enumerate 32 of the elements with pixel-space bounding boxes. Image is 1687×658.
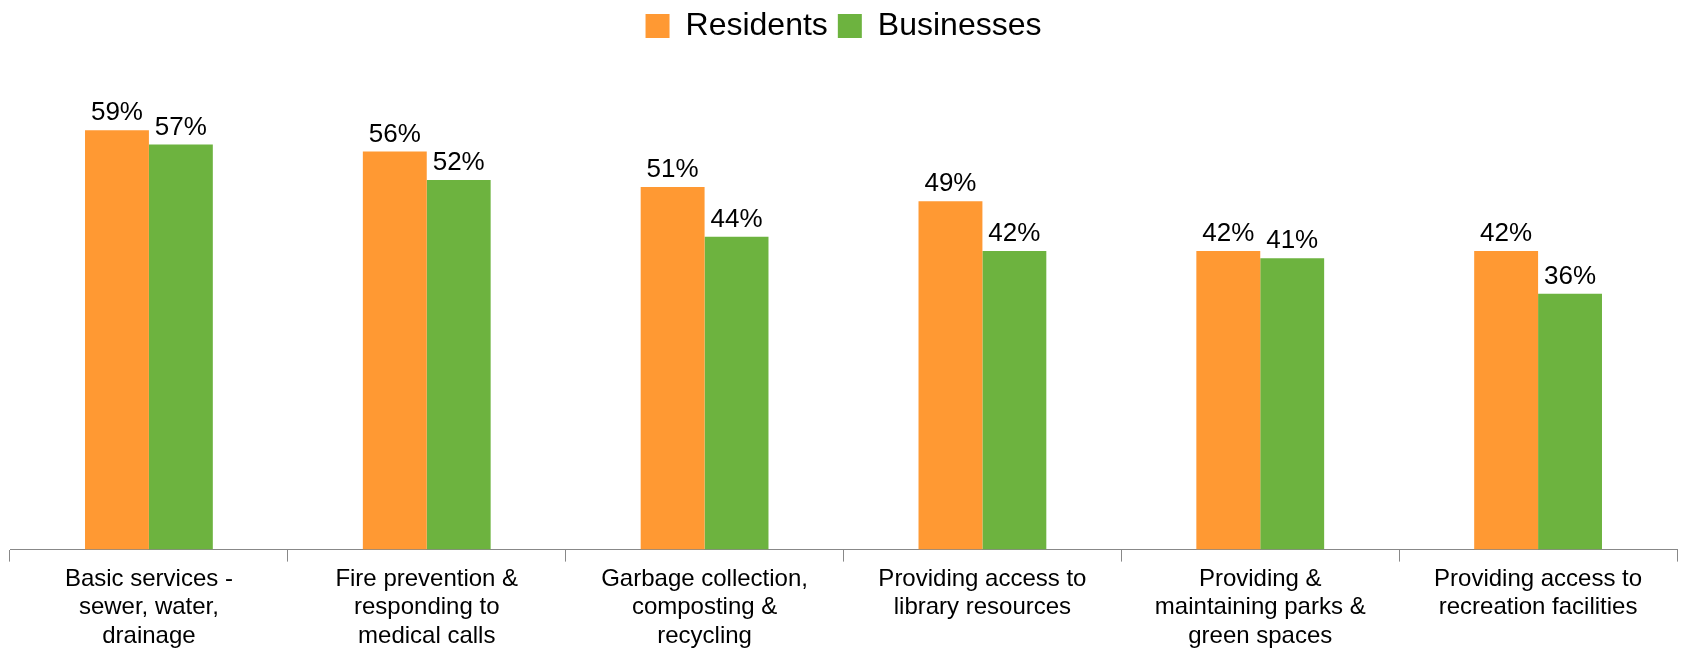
bar [982, 251, 1047, 550]
bar [1538, 293, 1602, 550]
x-tick-label: Providing & maintaining parks & green spaces [1154, 563, 1366, 649]
bar [426, 179, 491, 550]
bar [1474, 251, 1539, 550]
bar [148, 144, 213, 550]
bar [85, 130, 149, 550]
bar [640, 187, 705, 550]
data-label: 41% [1266, 224, 1319, 255]
data-label: 59% [90, 96, 143, 127]
data-label: 56% [368, 117, 421, 148]
x-tick-label: Providing access to library resources [878, 563, 1087, 620]
x-tick-label: Fire prevention & responding to medical calls [335, 563, 519, 649]
x-tick-label: Providing access to recreation facilities [1434, 563, 1643, 620]
data-label: 51% [646, 153, 699, 184]
data-label: 52% [432, 146, 485, 177]
bar [1196, 251, 1261, 550]
x-tick-label: Basic services - sewer, water, drainage [64, 563, 233, 649]
legend-label: Businesses [877, 5, 1042, 42]
data-label: 42% [988, 217, 1041, 248]
data-label: 42% [1202, 217, 1255, 248]
bar [918, 201, 983, 550]
data-label: 42% [1480, 217, 1533, 248]
bar [1260, 258, 1325, 550]
data-label: 36% [1544, 259, 1597, 290]
x-tick-label: Garbage collection, composting & recycling [601, 563, 808, 649]
bar [362, 151, 427, 550]
data-label: 49% [924, 167, 977, 198]
legend-label: Residents [685, 5, 828, 42]
data-label: 44% [710, 202, 763, 233]
bar [704, 236, 769, 550]
data-label: 57% [154, 110, 207, 141]
